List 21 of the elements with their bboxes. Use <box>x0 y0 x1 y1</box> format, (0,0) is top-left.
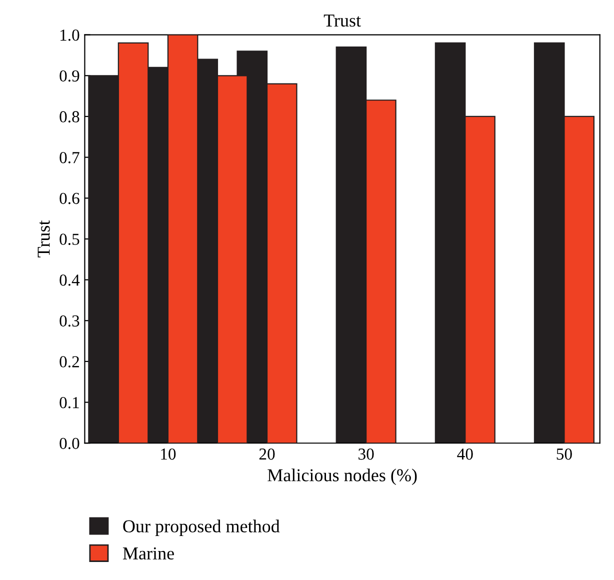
x-tick-label: 30 <box>358 448 374 460</box>
y-axis-title: Trust <box>38 220 50 258</box>
chart-title: Trust <box>324 14 361 27</box>
y-tick-label: 0.0 <box>60 438 80 450</box>
x-tick-label: 40 <box>457 448 473 460</box>
y-tick-label: 0.4 <box>60 274 80 286</box>
y-tick-label: 0.6 <box>60 192 80 204</box>
y-tick-label: 0.5 <box>60 234 80 245</box>
x-axis-title: Malicious nodes (%) <box>268 468 417 486</box>
y-tick-label: 1.0 <box>60 30 80 41</box>
y-tick-label: 0.3 <box>60 315 80 327</box>
x-tick-label: 20 <box>259 448 275 460</box>
legend-label: Marine <box>122 547 174 560</box>
legend-label: Our proposed method <box>123 520 280 536</box>
x-tick-label: 50 <box>556 448 572 460</box>
x-tick-label: 10 <box>161 448 176 460</box>
y-tick-label: 0.8 <box>60 111 80 122</box>
y-tick-label: 0.7 <box>60 152 80 164</box>
y-tick-label: 0.2 <box>60 356 79 368</box>
y-tick-label: 0.1 <box>60 396 79 408</box>
y-tick-label: 0.9 <box>60 70 80 82</box>
